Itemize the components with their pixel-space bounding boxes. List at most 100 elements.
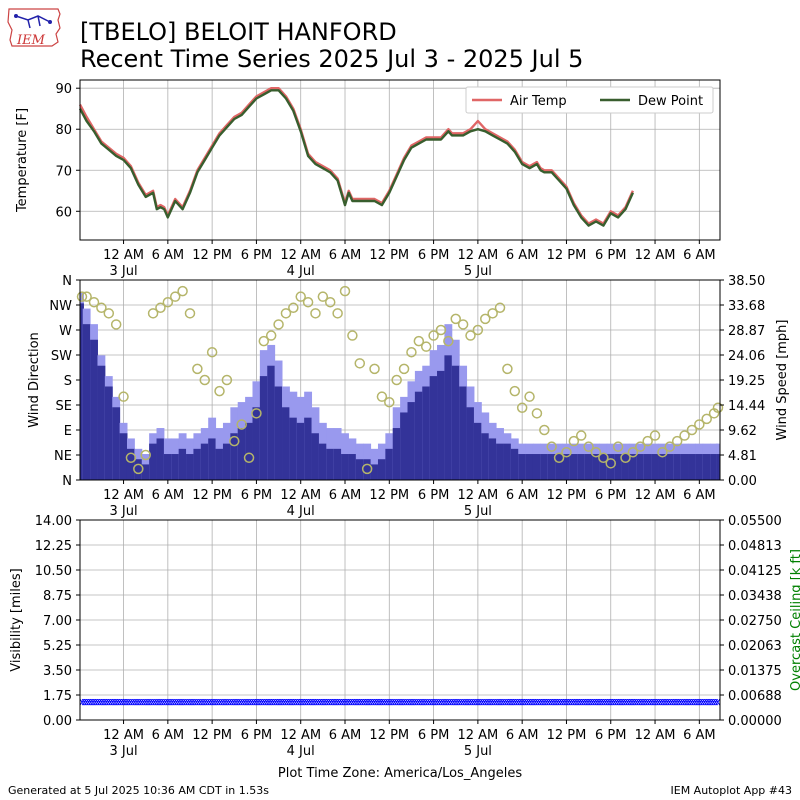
speed-bar [437,370,445,480]
x-tick-label: 12 AM [457,248,498,263]
speed-bar [695,454,704,480]
speed-bar [341,454,349,480]
x-tick-label: 12 PM [547,248,587,263]
direction-point [686,424,698,436]
speed-bar [569,454,578,480]
temperature-yticks: 60 70 80 90 [55,82,80,220]
speed-bar [503,443,512,480]
x-tick-label: 6 AM [329,248,362,263]
speed-bar [555,454,564,480]
direction-point [406,346,417,358]
x-tick-label: 12 AM [635,248,676,263]
x-tick-label: 6 AM [506,728,539,743]
day-label: 4 Jul [287,504,315,519]
direction-point [310,308,321,319]
x-tick-label: 12 PM [547,488,587,503]
visibility-tick-label: 0.00 [43,714,72,729]
direction-tick-label: N [62,274,72,289]
x-tick-label: 12 AM [280,248,321,263]
direction-point [494,302,506,314]
speed-bar [716,454,720,480]
speed-bar [599,454,608,480]
speed-bar [584,454,593,480]
speed-bar [355,459,364,480]
ceiling-tick-label: 0.04125 [728,564,782,579]
direction-point [428,330,439,341]
speed-bar [90,339,98,480]
direction-point [317,291,329,302]
x-tick-label: 6 PM [595,488,626,503]
x-tick-label: 6 AM [683,488,716,503]
speed-bar [97,365,106,480]
x-tick-label: 12 AM [280,728,321,743]
speed-bar [577,454,586,480]
day-label: 3 Jul [110,744,138,759]
visibility-tick-label: 8.75 [43,589,72,604]
wind-direction-markers [76,285,724,475]
day-label: 3 Jul [110,264,138,279]
speed-bar [377,459,386,480]
x-axis-label: Plot Time Zone: America/Los_Angeles [278,766,522,781]
ceiling-tick-label: 0.01375 [728,664,782,679]
speed-bar [628,454,637,480]
direction-tick-label: W [59,324,72,339]
direction-point [635,441,646,452]
visibility-markers-x [79,698,721,706]
wind-speed-ticks: 0.00 4.81 9.62 14.44 19.25 24.06 28.87 33.68 38.… [720,274,765,489]
direction-point [155,302,166,314]
iem-logo: IEM [7,8,61,48]
speed-bar [680,454,689,480]
direction-point [302,296,314,308]
direction-point [369,363,380,375]
speed-bar [510,448,519,480]
direction-point [583,441,594,452]
direction-point [413,335,425,347]
speed-bar [333,448,342,480]
direction-point [642,435,653,447]
direction-point [96,302,107,314]
speed-bar [193,448,202,480]
direction-point [169,291,181,302]
direction-point [487,308,498,319]
x-tick-label: 12 PM [547,728,587,743]
app-footer: IEM Autoplot App #43 [671,784,793,797]
direction-point [450,313,461,325]
speed-bar [592,454,600,480]
speed-bar [525,454,534,480]
direction-point [575,430,587,441]
direction-point [590,446,602,458]
direction-tick-label: S [64,374,72,389]
speed-bar [141,464,150,480]
wind-direction-label: Wind Direction [27,332,42,428]
day-label: 5 Jul [464,264,492,279]
x-tick-label: 6 AM [152,488,185,503]
x-tick-label: 6 AM [683,728,716,743]
direction-point [140,449,151,461]
speed-bar [429,376,438,480]
x-tick-label: 12 AM [103,728,144,743]
direction-tick-label: NE [54,449,72,464]
x-tick-label: 6 AM [506,248,539,263]
direction-point [288,302,299,314]
ceiling-tick-label: 0.04813 [728,539,782,554]
x-tick-label: 6 PM [595,728,626,743]
direction-point [627,446,639,458]
x-tick-label: 12 AM [635,728,676,743]
x-tick-label: 12 PM [192,248,232,263]
speed-tick-label: 9.62 [728,424,757,439]
speed-tick-label: 28.87 [728,324,765,339]
speed-bar [562,454,571,480]
speed-bar [156,438,165,480]
day-label: 5 Jul [464,744,492,759]
speed-bar [178,448,187,480]
y-tick-label: 90 [55,82,72,97]
direction-point [339,285,351,297]
speed-bar [230,433,239,480]
speed-bar [82,324,91,480]
direction-point [295,291,306,302]
day-label: 4 Jul [287,744,315,759]
direction-tick-label: SE [56,399,72,414]
speed-bar [259,376,268,480]
speed-bar [444,355,453,480]
temperature-lines [78,86,634,227]
